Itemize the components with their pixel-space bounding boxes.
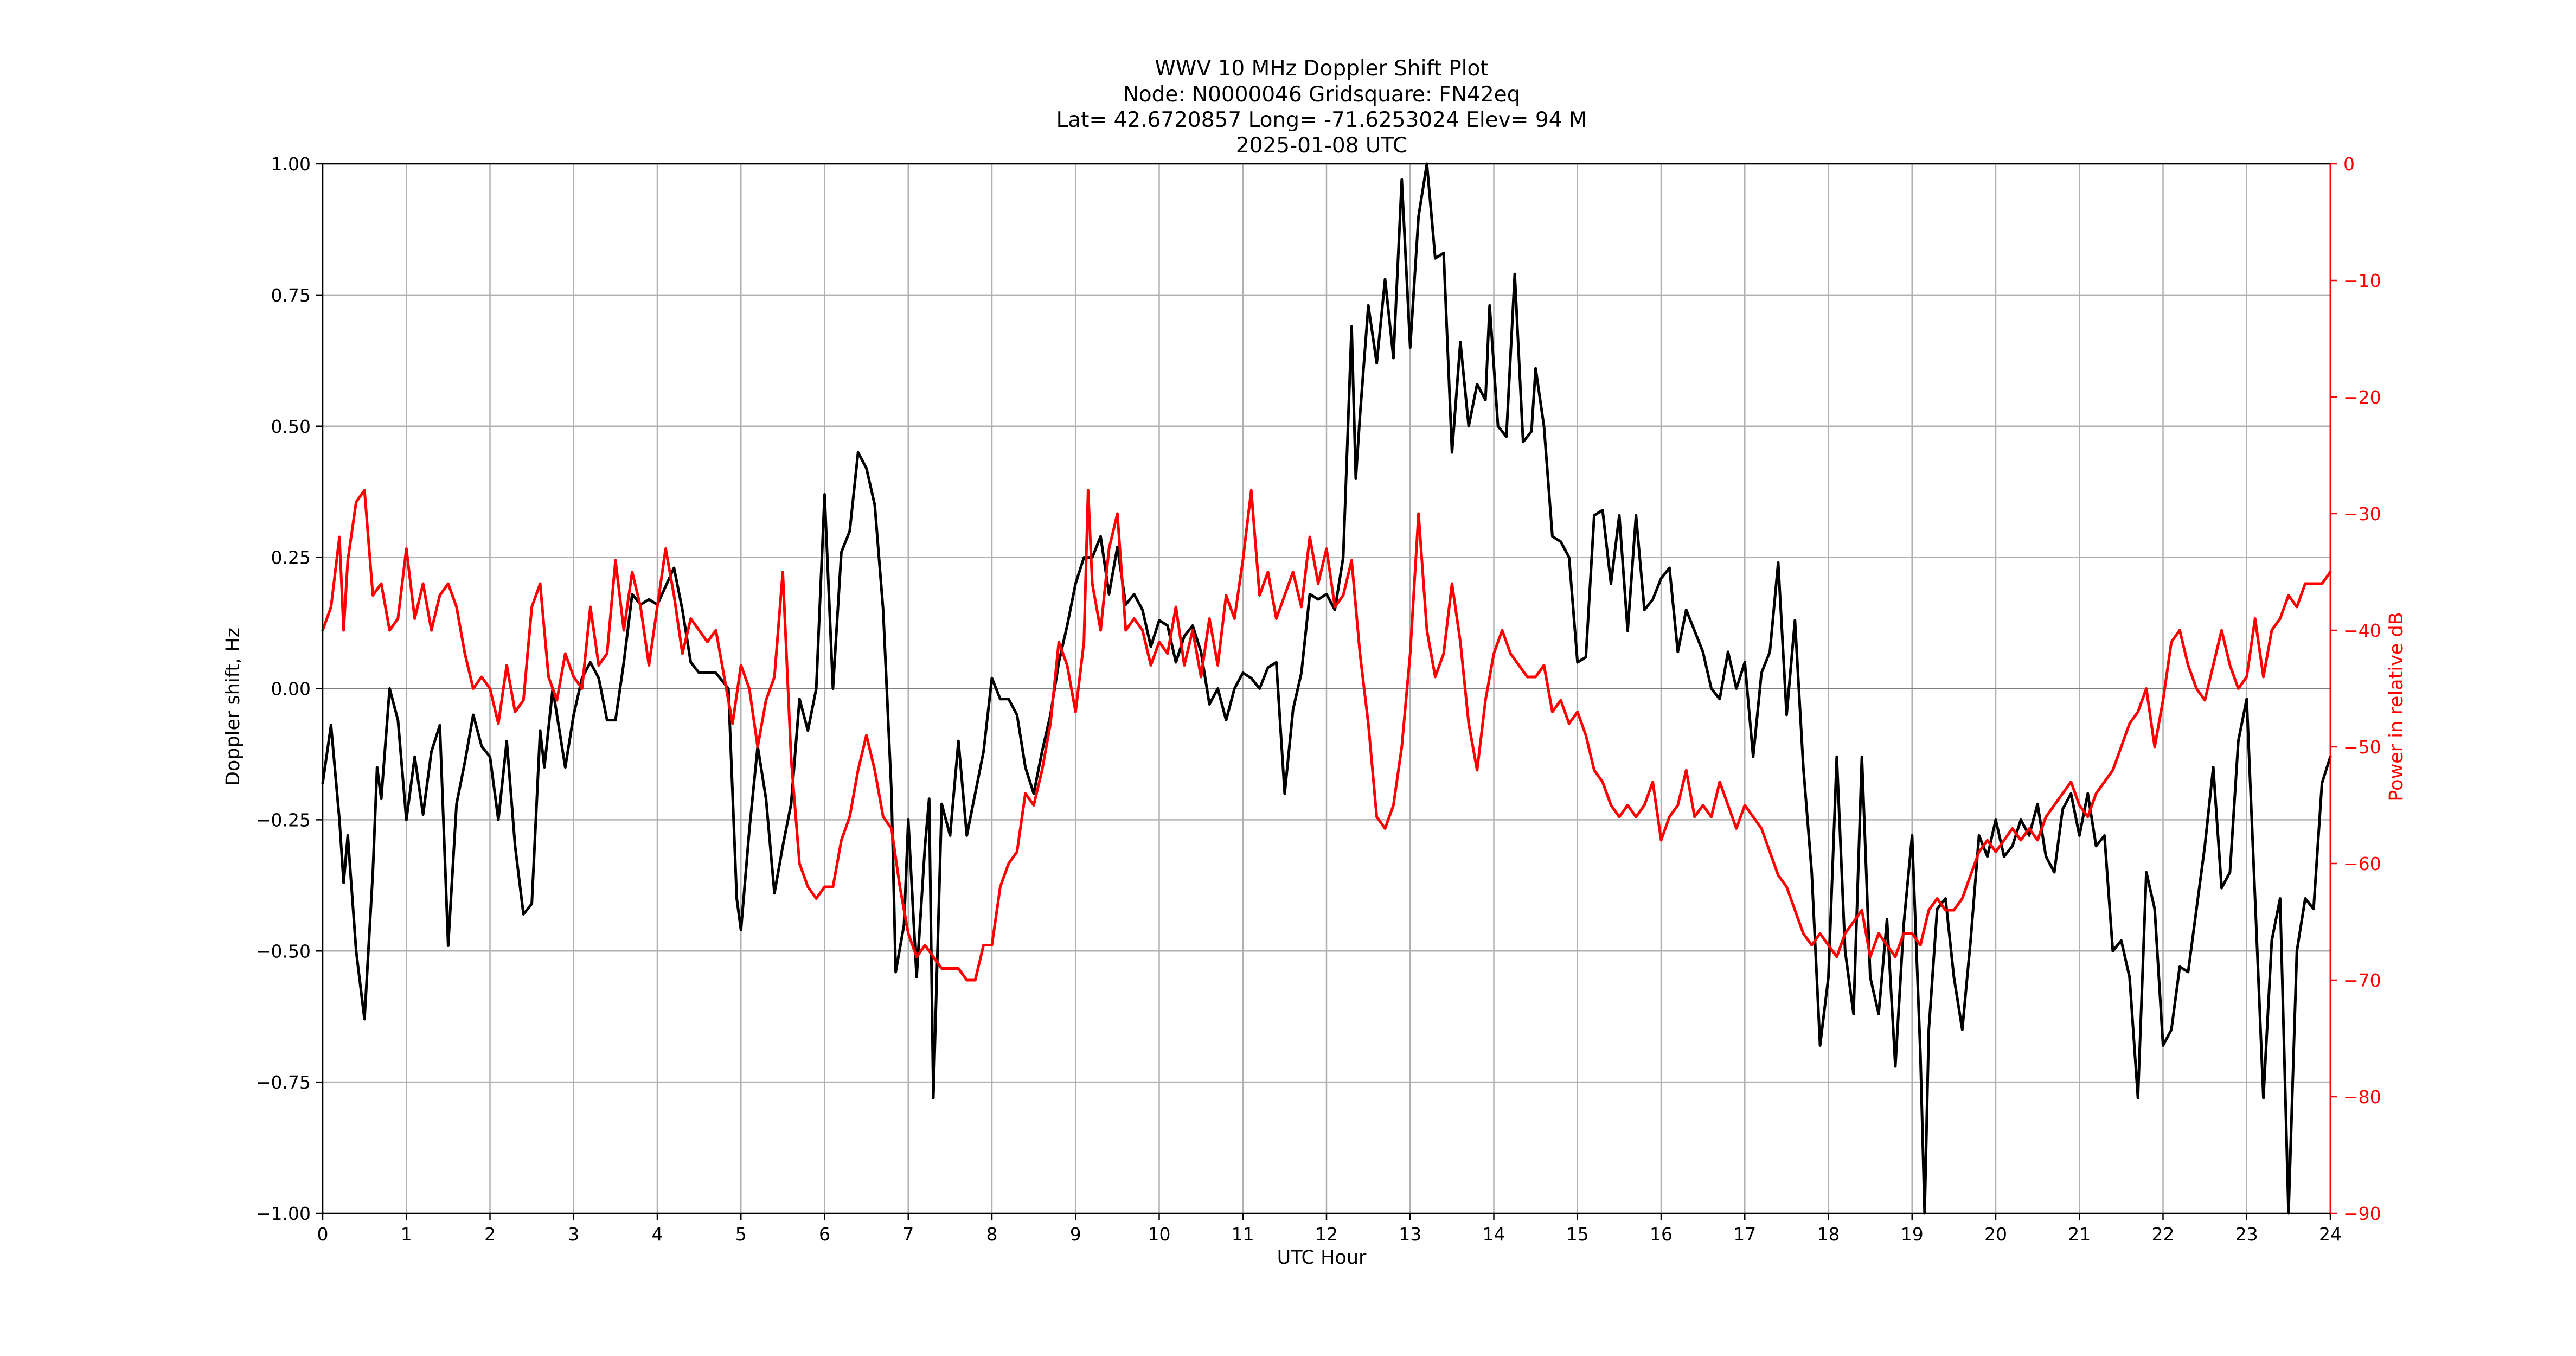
x-tick-label: 12 xyxy=(1315,1224,1338,1245)
y-left-tick-label: −0.75 xyxy=(256,1072,311,1093)
x-tick-label: 1 xyxy=(401,1224,412,1245)
x-tick-label: 20 xyxy=(1984,1224,2007,1245)
x-tick-label: 13 xyxy=(1399,1224,1421,1245)
x-tick-label: 22 xyxy=(2152,1224,2175,1245)
y-axis-right-label: Power in relative dB xyxy=(2386,612,2407,801)
y-left-tick-label: 0.75 xyxy=(271,285,311,306)
x-axis-label: UTC Hour xyxy=(1277,1247,1367,1269)
x-tick-label: 0 xyxy=(317,1224,329,1245)
y-left-tick-label: 1.00 xyxy=(271,153,311,175)
right-axis-ticks: 0 −10 −20 −30 −40 −50 −60 −70 −80 −90 xyxy=(2330,153,2381,1224)
y-right-tick-label: −60 xyxy=(2343,853,2381,874)
y-axis-left-label: Doppler shift, Hz xyxy=(222,628,244,786)
y-left-tick-label: 0.00 xyxy=(271,679,311,700)
x-tick-label: 14 xyxy=(1483,1224,1505,1245)
x-tick-label: 19 xyxy=(1901,1224,1924,1245)
y-right-tick-label: −40 xyxy=(2343,620,2381,641)
x-tick-label: 18 xyxy=(1817,1224,1840,1245)
y-left-tick-label: 0.50 xyxy=(271,416,311,437)
x-tick-label: 4 xyxy=(652,1224,663,1245)
x-tick-label: 16 xyxy=(1650,1224,1673,1245)
y-left-tick-label: 0.25 xyxy=(271,547,311,568)
x-tick-label: 7 xyxy=(902,1224,914,1245)
plot-series xyxy=(321,162,2332,1215)
y-right-tick-label: −30 xyxy=(2343,503,2381,525)
x-tick-label: 10 xyxy=(1148,1224,1171,1245)
y-right-tick-label: −50 xyxy=(2343,737,2381,758)
power-series-line xyxy=(321,489,2332,982)
doppler-series-line xyxy=(321,162,2332,1215)
x-tick-label: 8 xyxy=(986,1224,998,1245)
y-right-tick-label: −20 xyxy=(2343,387,2381,408)
y-left-tick-label: −1.00 xyxy=(256,1203,311,1224)
x-tick-label: 21 xyxy=(2068,1224,2091,1245)
x-tick-label: 24 xyxy=(2319,1224,2342,1245)
x-tick-label: 17 xyxy=(1733,1224,1756,1245)
x-tick-label: 5 xyxy=(735,1224,747,1245)
grid xyxy=(322,163,2331,1214)
y-left-tick-label: −0.25 xyxy=(256,809,311,830)
title-line-4: 2025-01-08 UTC xyxy=(1236,133,1407,158)
title-line-1: WWV 10 MHz Doppler Shift Plot xyxy=(1155,56,1488,81)
y-right-tick-label: −10 xyxy=(2343,270,2381,291)
y-right-tick-label: 0 xyxy=(2343,153,2355,175)
x-tick-label: 3 xyxy=(568,1224,579,1245)
x-axis-ticks: 0 1 2 3 4 5 6 7 8 9 10 11 12 13 14 15 16 17 18 19 20 21 22 23 24 xyxy=(317,1213,2342,1245)
x-tick-label: 2 xyxy=(484,1224,496,1245)
x-tick-label: 15 xyxy=(1566,1224,1589,1245)
y-left-tick-label: −0.50 xyxy=(256,941,311,962)
x-tick-label: 11 xyxy=(1232,1224,1254,1245)
left-axis-ticks: 1.00 0.75 0.50 0.25 0.00 −0.25 −0.50 −0.75 −1.00 xyxy=(256,153,323,1224)
title-line-3: Lat= 42.6720857 Long= -71.6253024 Elev= … xyxy=(1056,108,1587,132)
title-line-2: Node: N0000046 Gridsquare: FN42eq xyxy=(1123,82,1521,107)
x-tick-label: 6 xyxy=(819,1224,830,1245)
chart-title: WWV 10 MHz Doppler Shift Plot Node: N000… xyxy=(1056,56,1587,158)
y-right-tick-label: −90 xyxy=(2343,1203,2381,1224)
y-right-tick-label: −70 xyxy=(2343,970,2381,991)
y-right-tick-label: −80 xyxy=(2343,1086,2381,1108)
x-tick-label: 23 xyxy=(2235,1224,2258,1245)
x-tick-label: 9 xyxy=(1070,1224,1081,1245)
